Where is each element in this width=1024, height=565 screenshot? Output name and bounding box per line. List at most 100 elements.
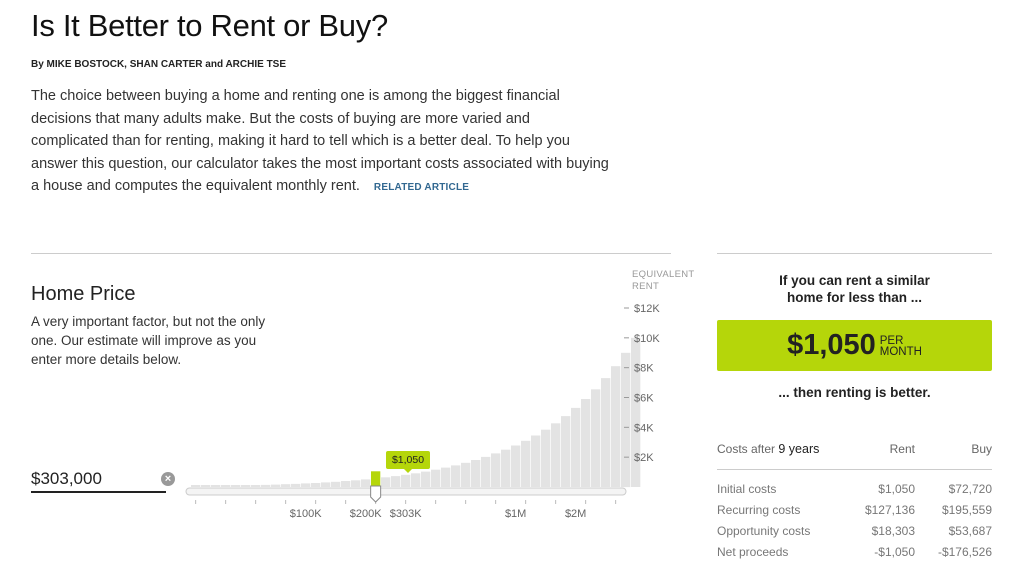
byline: By MIKE BOSTOCK, SHAN CARTER and ARCHIE … [31,59,287,70]
y-axis-title: EQUIVALENT RENT [632,269,694,293]
chart-bar [261,484,271,487]
chart-bar [231,485,241,487]
close-circle-icon[interactable]: × [161,472,175,486]
chart-bar [591,389,601,487]
chart-bar [281,484,291,487]
section-description: A very important factor, but not the onl… [31,314,266,367]
table-row: Net proceeds -$1,050 -$176,526 [717,545,992,559]
rent-price-value: $1,050 [787,329,876,361]
chart-bar [511,445,521,487]
chart-bar [381,477,391,487]
chart-bar [221,485,231,487]
y-tick-label: $6K [634,393,654,405]
y-tick-label: $4K [634,422,654,434]
page-title: Is It Better to Rent or Buy? [31,8,388,43]
row-label: Net proceeds [717,545,789,559]
chart-bar [251,485,261,487]
chart-bar [461,462,471,487]
section-divider [31,253,671,254]
sidebar-divider [717,253,992,254]
y-tick-label: $12K [634,303,660,315]
unit-line2: MONTH [879,345,922,358]
section-title: Home Price [31,283,136,305]
table-row: Initial costs $1,050 $72,720 [717,482,992,496]
chart-bar [531,435,541,487]
chart-bar [311,483,321,487]
slider-handle [370,485,382,503]
chart-bar [601,378,611,487]
chart-bar [211,485,221,487]
rent-price-box: $1,050 PER MONTH [717,320,992,371]
costs-table-header: Costs after 9 years Rent Buy [717,442,992,470]
row-rent-value: $1,050 [878,482,915,496]
col-buy-header: Buy [971,442,992,456]
chart-bar [571,407,581,487]
row-rent-value: $127,136 [864,503,915,517]
intro-paragraph: The choice between buying a home and ren… [31,85,611,200]
col-rent-header: Rent [889,442,915,456]
chart-bar [201,485,211,487]
table-row: Opportunity costs $18,303 $53,687 [717,524,992,538]
table-row: Recurring costs $127,136 $195,559 [717,503,992,517]
chart-bar [361,479,371,487]
chart-bar [241,485,251,487]
chart-bar [411,473,421,487]
costs-header-label: Costs after 9 years [717,442,819,456]
costs-years: 9 years [778,442,820,456]
chart-bar [331,481,341,487]
chart-bar [491,453,501,487]
x-tick-label: $200K [350,508,382,520]
row-label: Recurring costs [717,503,801,517]
result-heading-line2: home for less than ... [786,290,923,305]
y-axis-title-line2: RENT [632,281,660,292]
intro-text: The choice between buying a home and ren… [31,88,609,194]
unit-line1: PER [879,334,904,347]
chart-bar [271,484,281,487]
home-price-input[interactable] [31,467,166,493]
selected-value-tag: $1,050 [386,451,430,473]
slider-track [185,487,627,496]
y-tick-label: $10K [634,333,660,345]
chart-bar [191,485,201,487]
y-axis-title-line1: EQUIVALENT [632,269,695,280]
chart-bar [431,469,441,487]
chart-bar [541,429,551,487]
x-tick-label: $1M [505,508,526,520]
selected-bar [371,471,381,487]
chart-bar [291,483,301,487]
chart-bar [301,483,311,487]
y-tick-label: $2K [634,452,654,464]
chart-bar [321,482,331,487]
chart-bar [391,476,401,487]
row-label: Opportunity costs [717,524,811,538]
chart-bar [351,480,361,487]
chart-bar [521,440,531,487]
chart-bar [441,467,451,487]
chart-bar [611,366,621,487]
row-rent-value: $18,303 [871,524,915,538]
chart-bar [581,399,591,487]
row-buy-value: -$176,526 [937,545,992,559]
chart-bar [401,474,411,487]
x-tick-label: $100K [290,508,322,520]
costs-label-prefix: Costs after [717,442,776,456]
y-tick-label: $8K [634,363,654,375]
chart-bar [451,465,461,487]
result-conclusion: ... then renting is better. [778,385,931,400]
chart-bar [501,449,511,487]
row-buy-value: $195,559 [941,503,992,517]
result-heading: If you can rent a similar home for less … [717,272,992,306]
chart-bar [561,416,571,487]
row-rent-value: -$1,050 [874,545,915,559]
chart-bar [471,460,481,487]
x-tick-label: $303K [390,508,422,520]
chart-bar [631,337,641,487]
rent-price-unit: PER MONTH [879,334,922,358]
related-article-link[interactable]: RELATED ARTICLE [373,182,470,193]
row-buy-value: $53,687 [948,524,992,538]
x-tick-label: $2M [565,508,586,520]
chart-bar [341,481,351,487]
chart-bar [421,471,431,487]
chart-bar [551,423,561,487]
